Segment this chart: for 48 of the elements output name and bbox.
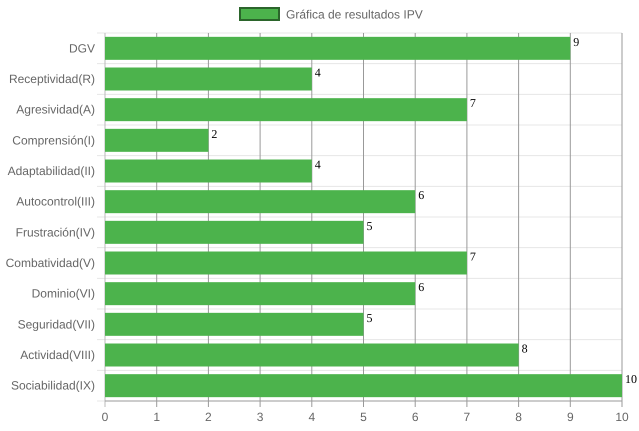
- x-tick-label: 9: [566, 410, 574, 424]
- y-tick-label: Adaptabilidad(II): [8, 164, 95, 178]
- y-tick-label: Agresividad(A): [16, 102, 95, 117]
- data-label: 2: [211, 126, 218, 141]
- bar: [105, 312, 364, 336]
- x-tick-label: 3: [256, 410, 264, 424]
- y-tick-label: Receptividad(R): [8, 72, 95, 86]
- x-tick-label: 0: [102, 410, 109, 424]
- data-label: 6: [418, 188, 424, 202]
- data-label: 4: [314, 158, 321, 172]
- x-tick-label: 4: [308, 410, 316, 424]
- y-tick-label: Sociabilidad(IX): [10, 378, 95, 393]
- data-label: 9: [573, 34, 580, 49]
- x-tick-label: 10: [615, 410, 629, 424]
- x-tick-label: 2: [205, 410, 212, 424]
- bar: [105, 344, 519, 366]
- bar: [105, 374, 622, 398]
- data-label: 7: [470, 250, 476, 264]
- data-label: 4: [314, 66, 321, 80]
- bar: [105, 128, 208, 152]
- bar: [105, 68, 312, 90]
- y-tick-label: Frustración(IV): [16, 225, 95, 240]
- data-label: 6: [418, 280, 424, 294]
- bar: [105, 282, 416, 306]
- x-tick-label: 6: [412, 410, 419, 424]
- y-tick-label: Actividad(VIII): [20, 348, 95, 362]
- data-label: 10: [625, 372, 637, 386]
- data-label: 7: [470, 96, 476, 110]
- y-tick-label: DGV: [68, 41, 95, 56]
- x-tick-label: 7: [464, 410, 471, 424]
- bar: [105, 160, 312, 182]
- data-label: 8: [522, 342, 528, 356]
- y-tick-label: Autocontrol(III): [16, 194, 95, 209]
- data-label: 5: [366, 310, 372, 325]
- x-tick-label: 1: [153, 410, 160, 424]
- bar: [105, 252, 467, 274]
- y-tick-label: Combatividad(V): [6, 256, 95, 270]
- bar: [105, 190, 416, 214]
- legend-label: Gráfica de resultados IPV: [286, 8, 423, 22]
- bar: [105, 98, 467, 122]
- y-tick-label: Dominio(VI): [32, 286, 95, 301]
- data-label: 5: [366, 218, 372, 233]
- y-tick-label: Seguridad(VII): [18, 317, 95, 332]
- bar: [105, 36, 570, 60]
- x-tick-label: 8: [515, 410, 522, 424]
- x-tick-label: 5: [360, 410, 368, 424]
- bar: [105, 220, 364, 244]
- y-tick-label: Comprensión(I): [12, 133, 95, 148]
